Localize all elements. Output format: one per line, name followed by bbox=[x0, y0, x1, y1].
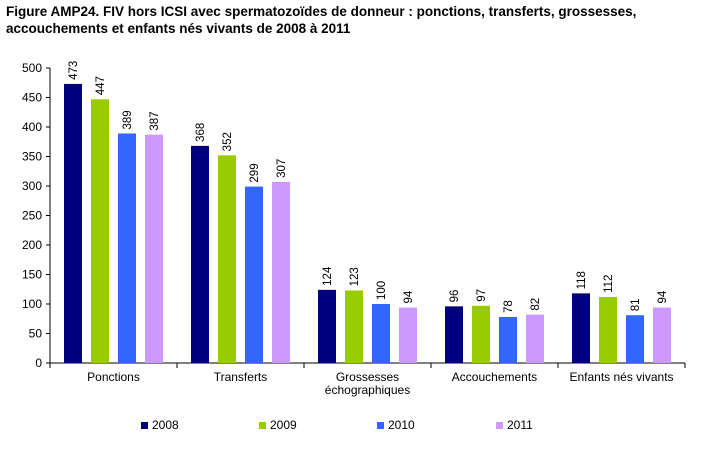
bar-2011 bbox=[526, 314, 544, 363]
data-label: 124 bbox=[322, 266, 334, 286]
data-label: 118 bbox=[576, 271, 588, 289]
bar-2011 bbox=[272, 181, 290, 363]
bar-2010 bbox=[372, 304, 390, 363]
legend-swatch bbox=[259, 421, 266, 429]
data-label: 94 bbox=[403, 290, 415, 303]
bar-2011 bbox=[145, 134, 163, 363]
data-label: 97 bbox=[476, 289, 488, 302]
legend-label: 2011 bbox=[507, 418, 533, 432]
data-label: 307 bbox=[276, 159, 288, 178]
bar-2010 bbox=[626, 315, 644, 363]
chart-title: Figure AMP24. FIV hors ICSI avec spermat… bbox=[6, 4, 637, 36]
legend-item-2010: 2010 bbox=[377, 418, 415, 432]
legend-label: 2010 bbox=[388, 418, 415, 432]
data-label: 368 bbox=[195, 123, 207, 142]
data-label: 82 bbox=[530, 298, 542, 311]
data-label: 123 bbox=[349, 267, 361, 286]
legend-label: 2008 bbox=[152, 418, 179, 432]
bar-2011 bbox=[653, 307, 671, 363]
data-label: 81 bbox=[630, 298, 642, 311]
y-tick-label: 450 bbox=[22, 91, 42, 105]
bar-2009 bbox=[91, 99, 109, 364]
bar-2009 bbox=[599, 296, 617, 363]
x-tick-label: Accouchements bbox=[452, 370, 537, 384]
legend-item-2008: 2008 bbox=[141, 418, 179, 432]
data-label: 112 bbox=[603, 275, 615, 293]
data-label: 94 bbox=[657, 290, 669, 303]
bar-2008 bbox=[191, 145, 209, 363]
bar-2008 bbox=[572, 293, 590, 363]
data-label: 96 bbox=[449, 290, 461, 303]
x-tick-label: échographiques bbox=[325, 383, 410, 397]
x-tick-label: Enfants nés vivants bbox=[569, 370, 673, 384]
data-label: 78 bbox=[503, 300, 515, 313]
y-tick-label: 150 bbox=[22, 268, 42, 282]
y-tick-label: 300 bbox=[22, 179, 42, 193]
legend-swatch bbox=[377, 421, 384, 429]
bar-2008 bbox=[318, 289, 336, 363]
y-tick-label: 100 bbox=[22, 297, 42, 311]
bar-2008 bbox=[64, 83, 82, 364]
y-tick-label: 500 bbox=[22, 61, 42, 75]
bar-2010 bbox=[118, 133, 136, 363]
y-tick-label: 200 bbox=[22, 238, 42, 252]
y-tick-label: 0 bbox=[35, 356, 42, 370]
legend-label: 2009 bbox=[270, 418, 297, 432]
x-tick-label: Transferts bbox=[214, 370, 268, 384]
y-tick-label: 50 bbox=[29, 327, 43, 341]
legend-item-2011: 2011 bbox=[496, 418, 533, 432]
bar-2011 bbox=[399, 307, 417, 363]
bar-chart: 0 50 100 150 200 250 300 350 400 450 500 473 447 389 3… bbox=[22, 61, 686, 397]
bar-2009 bbox=[218, 155, 236, 363]
y-tick-label: 350 bbox=[22, 150, 42, 164]
data-label: 447 bbox=[95, 76, 107, 95]
x-tick-label: Ponctions bbox=[87, 370, 140, 384]
y-tick-label: 400 bbox=[22, 120, 42, 134]
data-label: 473 bbox=[68, 61, 80, 80]
legend-item-2009: 2009 bbox=[259, 418, 297, 432]
legend-swatch bbox=[141, 421, 148, 429]
bar-2010 bbox=[499, 316, 517, 363]
y-tick-label: 250 bbox=[22, 209, 42, 223]
bar-2010 bbox=[245, 186, 263, 363]
data-label: 100 bbox=[376, 281, 388, 300]
legend-swatch bbox=[496, 421, 503, 429]
legend: 2008 2009 2010 2011 bbox=[0, 418, 722, 438]
data-label: 352 bbox=[222, 132, 234, 151]
data-label: 387 bbox=[149, 111, 161, 130]
data-label: 299 bbox=[249, 163, 261, 182]
data-label: 389 bbox=[122, 110, 134, 129]
x-tick-label: Grossesses bbox=[336, 370, 399, 384]
bar-2009 bbox=[345, 290, 363, 363]
bar-2008 bbox=[445, 306, 463, 363]
bar-2009 bbox=[472, 305, 490, 363]
